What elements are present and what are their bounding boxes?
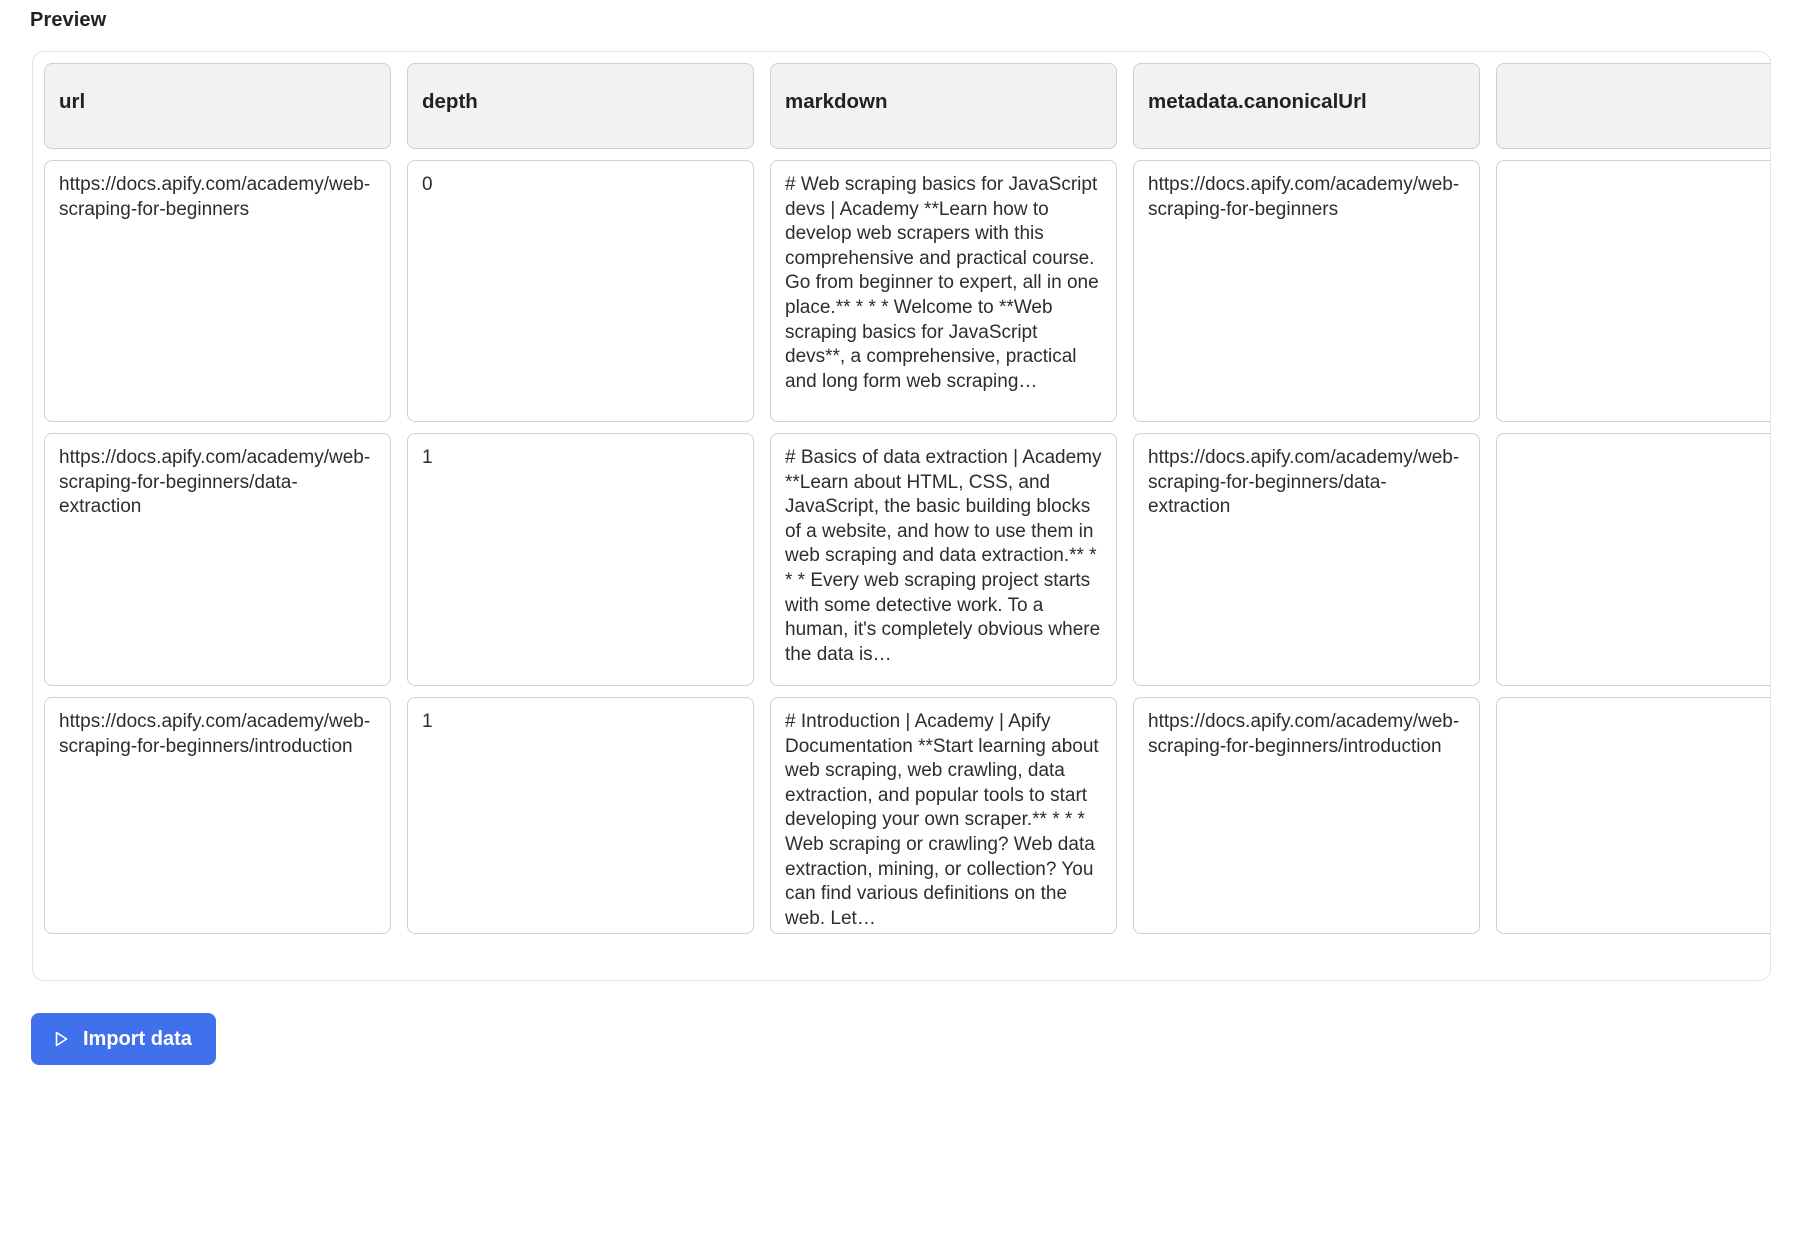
column-header-canonical-url[interactable]: metadata.canonicalUrl — [1133, 63, 1480, 149]
table-row: https://docs.apify.com/academy/web-scrap… — [44, 433, 1770, 686]
cell-depth[interactable]: 1 — [407, 433, 754, 686]
cell-overflow[interactable] — [1496, 433, 1770, 686]
preview-table: url depth markdown metadata.canonicalUrl… — [44, 63, 1770, 945]
cell-canonical-url[interactable]: https://docs.apify.com/academy/web-scrap… — [1133, 160, 1480, 422]
column-header-depth[interactable]: depth — [407, 63, 754, 149]
cell-canonical-url[interactable]: https://docs.apify.com/academy/web-scrap… — [1133, 433, 1480, 686]
cell-url[interactable]: https://docs.apify.com/academy/web-scrap… — [44, 697, 391, 934]
table-scroll-area[interactable]: url depth markdown metadata.canonicalUrl… — [33, 52, 1770, 980]
cell-url[interactable]: https://docs.apify.com/academy/web-scrap… — [44, 160, 391, 422]
cell-overflow[interactable] — [1496, 697, 1770, 934]
import-data-button[interactable]: Import data — [31, 1013, 216, 1065]
preview-table-card: url depth markdown metadata.canonicalUrl… — [32, 51, 1771, 981]
cell-markdown[interactable]: # Web scraping basics for JavaScript dev… — [770, 160, 1117, 422]
cell-depth[interactable]: 1 — [407, 697, 754, 934]
table-row: https://docs.apify.com/academy/web-scrap… — [44, 697, 1770, 934]
page-title: Preview — [30, 9, 107, 31]
cell-depth[interactable]: 0 — [407, 160, 754, 422]
column-header-url[interactable]: url — [44, 63, 391, 149]
cell-markdown[interactable]: # Basics of data extraction | Academy **… — [770, 433, 1117, 686]
cell-markdown[interactable]: # Introduction | Academy | Apify Documen… — [770, 697, 1117, 934]
cell-canonical-url[interactable]: https://docs.apify.com/academy/web-scrap… — [1133, 697, 1480, 934]
cell-overflow[interactable] — [1496, 160, 1770, 422]
table-row: https://docs.apify.com/academy/web-scrap… — [44, 160, 1770, 422]
play-icon — [51, 1029, 71, 1049]
import-data-button-label: Import data — [83, 1027, 192, 1050]
column-header-overflow[interactable] — [1496, 63, 1770, 149]
cell-url[interactable]: https://docs.apify.com/academy/web-scrap… — [44, 433, 391, 686]
table-header-row: url depth markdown metadata.canonicalUrl — [44, 63, 1770, 149]
column-header-markdown[interactable]: markdown — [770, 63, 1117, 149]
